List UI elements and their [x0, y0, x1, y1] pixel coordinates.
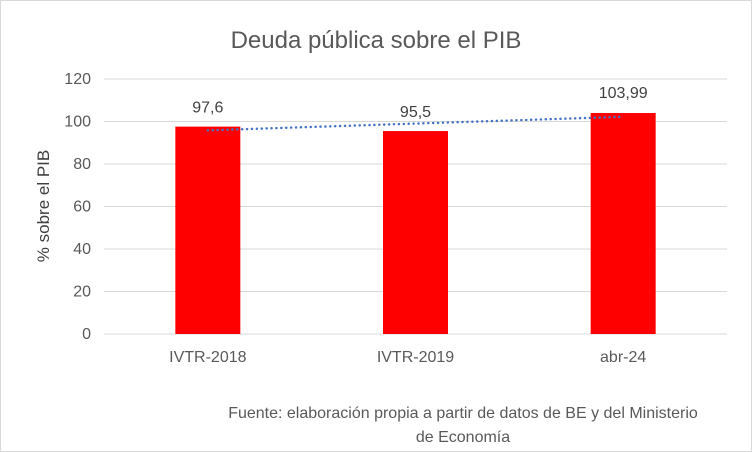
y-axis-label: % sobre el PIB [34, 150, 53, 262]
y-tick-label: 20 [73, 284, 91, 301]
bars [175, 113, 656, 335]
y-tick-label: 60 [73, 199, 91, 216]
x-tick-label: abr-24 [600, 349, 646, 366]
y-tick-label: 120 [64, 71, 91, 88]
trendline [206, 115, 625, 132]
chart-title: Deuda pública sobre el PIB [231, 27, 522, 54]
data-labels: 97,6 95,5 103,99 [192, 85, 647, 121]
x-tick-label: IVTR-2018 [169, 349, 246, 366]
source-note-line-2: de Economía [416, 429, 510, 446]
bar [175, 126, 241, 334]
y-tick-label: 100 [64, 114, 91, 131]
y-tick-label: 40 [73, 241, 91, 258]
bar [590, 113, 656, 335]
data-label: 95,5 [400, 104, 431, 121]
x-axis-ticks: IVTR-2018 IVTR-2019 abr-24 [169, 349, 646, 366]
y-tick-label: 80 [73, 156, 91, 173]
x-tick-label: IVTR-2019 [377, 349, 454, 366]
source-note-line-1: Fuente: elaboración propia a partir de d… [228, 405, 698, 422]
bar [383, 131, 448, 334]
trendline-series [206, 115, 625, 132]
y-tick-label: 0 [82, 326, 91, 343]
y-axis-ticks: 0 20 40 60 80 100 120 [64, 71, 91, 343]
data-label: 103,99 [599, 85, 648, 102]
data-label: 97,6 [192, 100, 223, 117]
